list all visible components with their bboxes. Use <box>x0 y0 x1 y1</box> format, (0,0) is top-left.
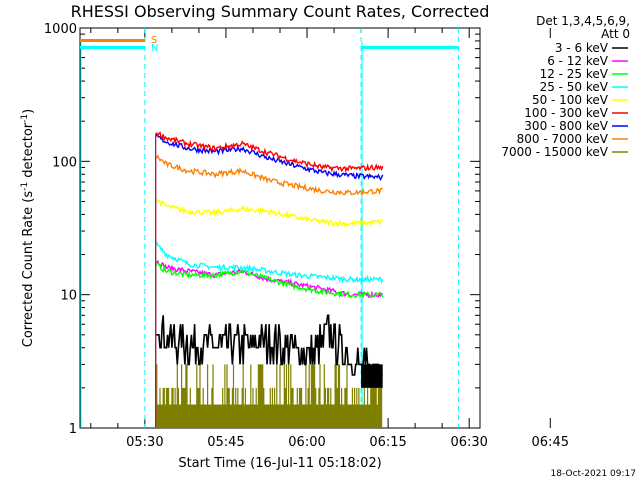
series-100-300-kev <box>155 131 384 428</box>
data-end-block <box>361 364 383 388</box>
y-axis-label: Corrected Count Rate (s-1 detector-1) <box>20 109 36 347</box>
x-tick-label: 05:45 <box>207 435 244 450</box>
night-flag-label: N <box>151 43 158 54</box>
series-line <box>155 133 384 182</box>
legend-label: 3 - 6 keV <box>555 41 609 55</box>
series-line <box>155 240 384 285</box>
y-axis-label-sup1: -1 <box>20 182 30 191</box>
legend-label: 50 - 100 keV <box>532 93 609 107</box>
saa-flag-label: S <box>151 35 157 46</box>
x-tick-label: 06:00 <box>288 435 325 450</box>
y-tick-label: 1 <box>69 422 77 437</box>
y-axis-label-mid: detector <box>21 122 36 182</box>
series-line <box>155 262 384 299</box>
y-tick-label: 10 <box>60 289 77 304</box>
night-flag-bar <box>80 46 145 49</box>
x-axis-label: Start Time (16-Jul-11 05:18:02) <box>178 456 381 471</box>
y-tick-label: 1000 <box>44 22 77 37</box>
plot-area: 1 10 100 1000 05:30 05:45 06:00 06:15 06:30 06:45… <box>44 22 569 450</box>
y-axis-label-sup2: -1 <box>20 114 30 123</box>
legend-label: 6 - 12 keV <box>547 54 609 68</box>
y-axis-label-end: ) <box>21 109 36 114</box>
series-line <box>155 131 384 173</box>
night-flag-bar <box>361 46 459 49</box>
y-tick-label: 100 <box>52 155 77 170</box>
y-axis-label-main: Corrected Count Rate (s <box>21 191 36 348</box>
series-7000-15000-kev <box>155 364 383 428</box>
legend-header-line2: Att 0 <box>601 27 630 41</box>
series-line <box>155 154 383 197</box>
x-tick-label: 06:30 <box>450 435 487 450</box>
x-tick-label: 06:45 <box>532 435 569 450</box>
legend-label: 12 - 25 keV <box>540 67 609 81</box>
series-line <box>155 198 384 229</box>
x-tick-label: 06:15 <box>369 435 406 450</box>
legend-label: 100 - 300 keV <box>524 106 608 120</box>
timestamp: 18-Oct-2021 09:17 <box>551 469 636 479</box>
series-line <box>155 364 383 428</box>
series-line <box>155 259 384 299</box>
chart-title: RHESSI Observing Summary Count Rates, Co… <box>71 2 490 21</box>
series-line <box>155 314 383 376</box>
saa-flag-bar <box>80 39 145 42</box>
legend-label: 800 - 7000 keV <box>517 132 609 146</box>
legend-label: 25 - 50 keV <box>540 80 609 94</box>
x-tick-label: 05:30 <box>126 435 163 450</box>
legend-label: 7000 - 15000 keV <box>501 145 608 159</box>
legend-header-line1: Det 1,3,4,5,6,9, <box>536 14 630 28</box>
legend-label: 300 - 800 keV <box>524 119 608 133</box>
